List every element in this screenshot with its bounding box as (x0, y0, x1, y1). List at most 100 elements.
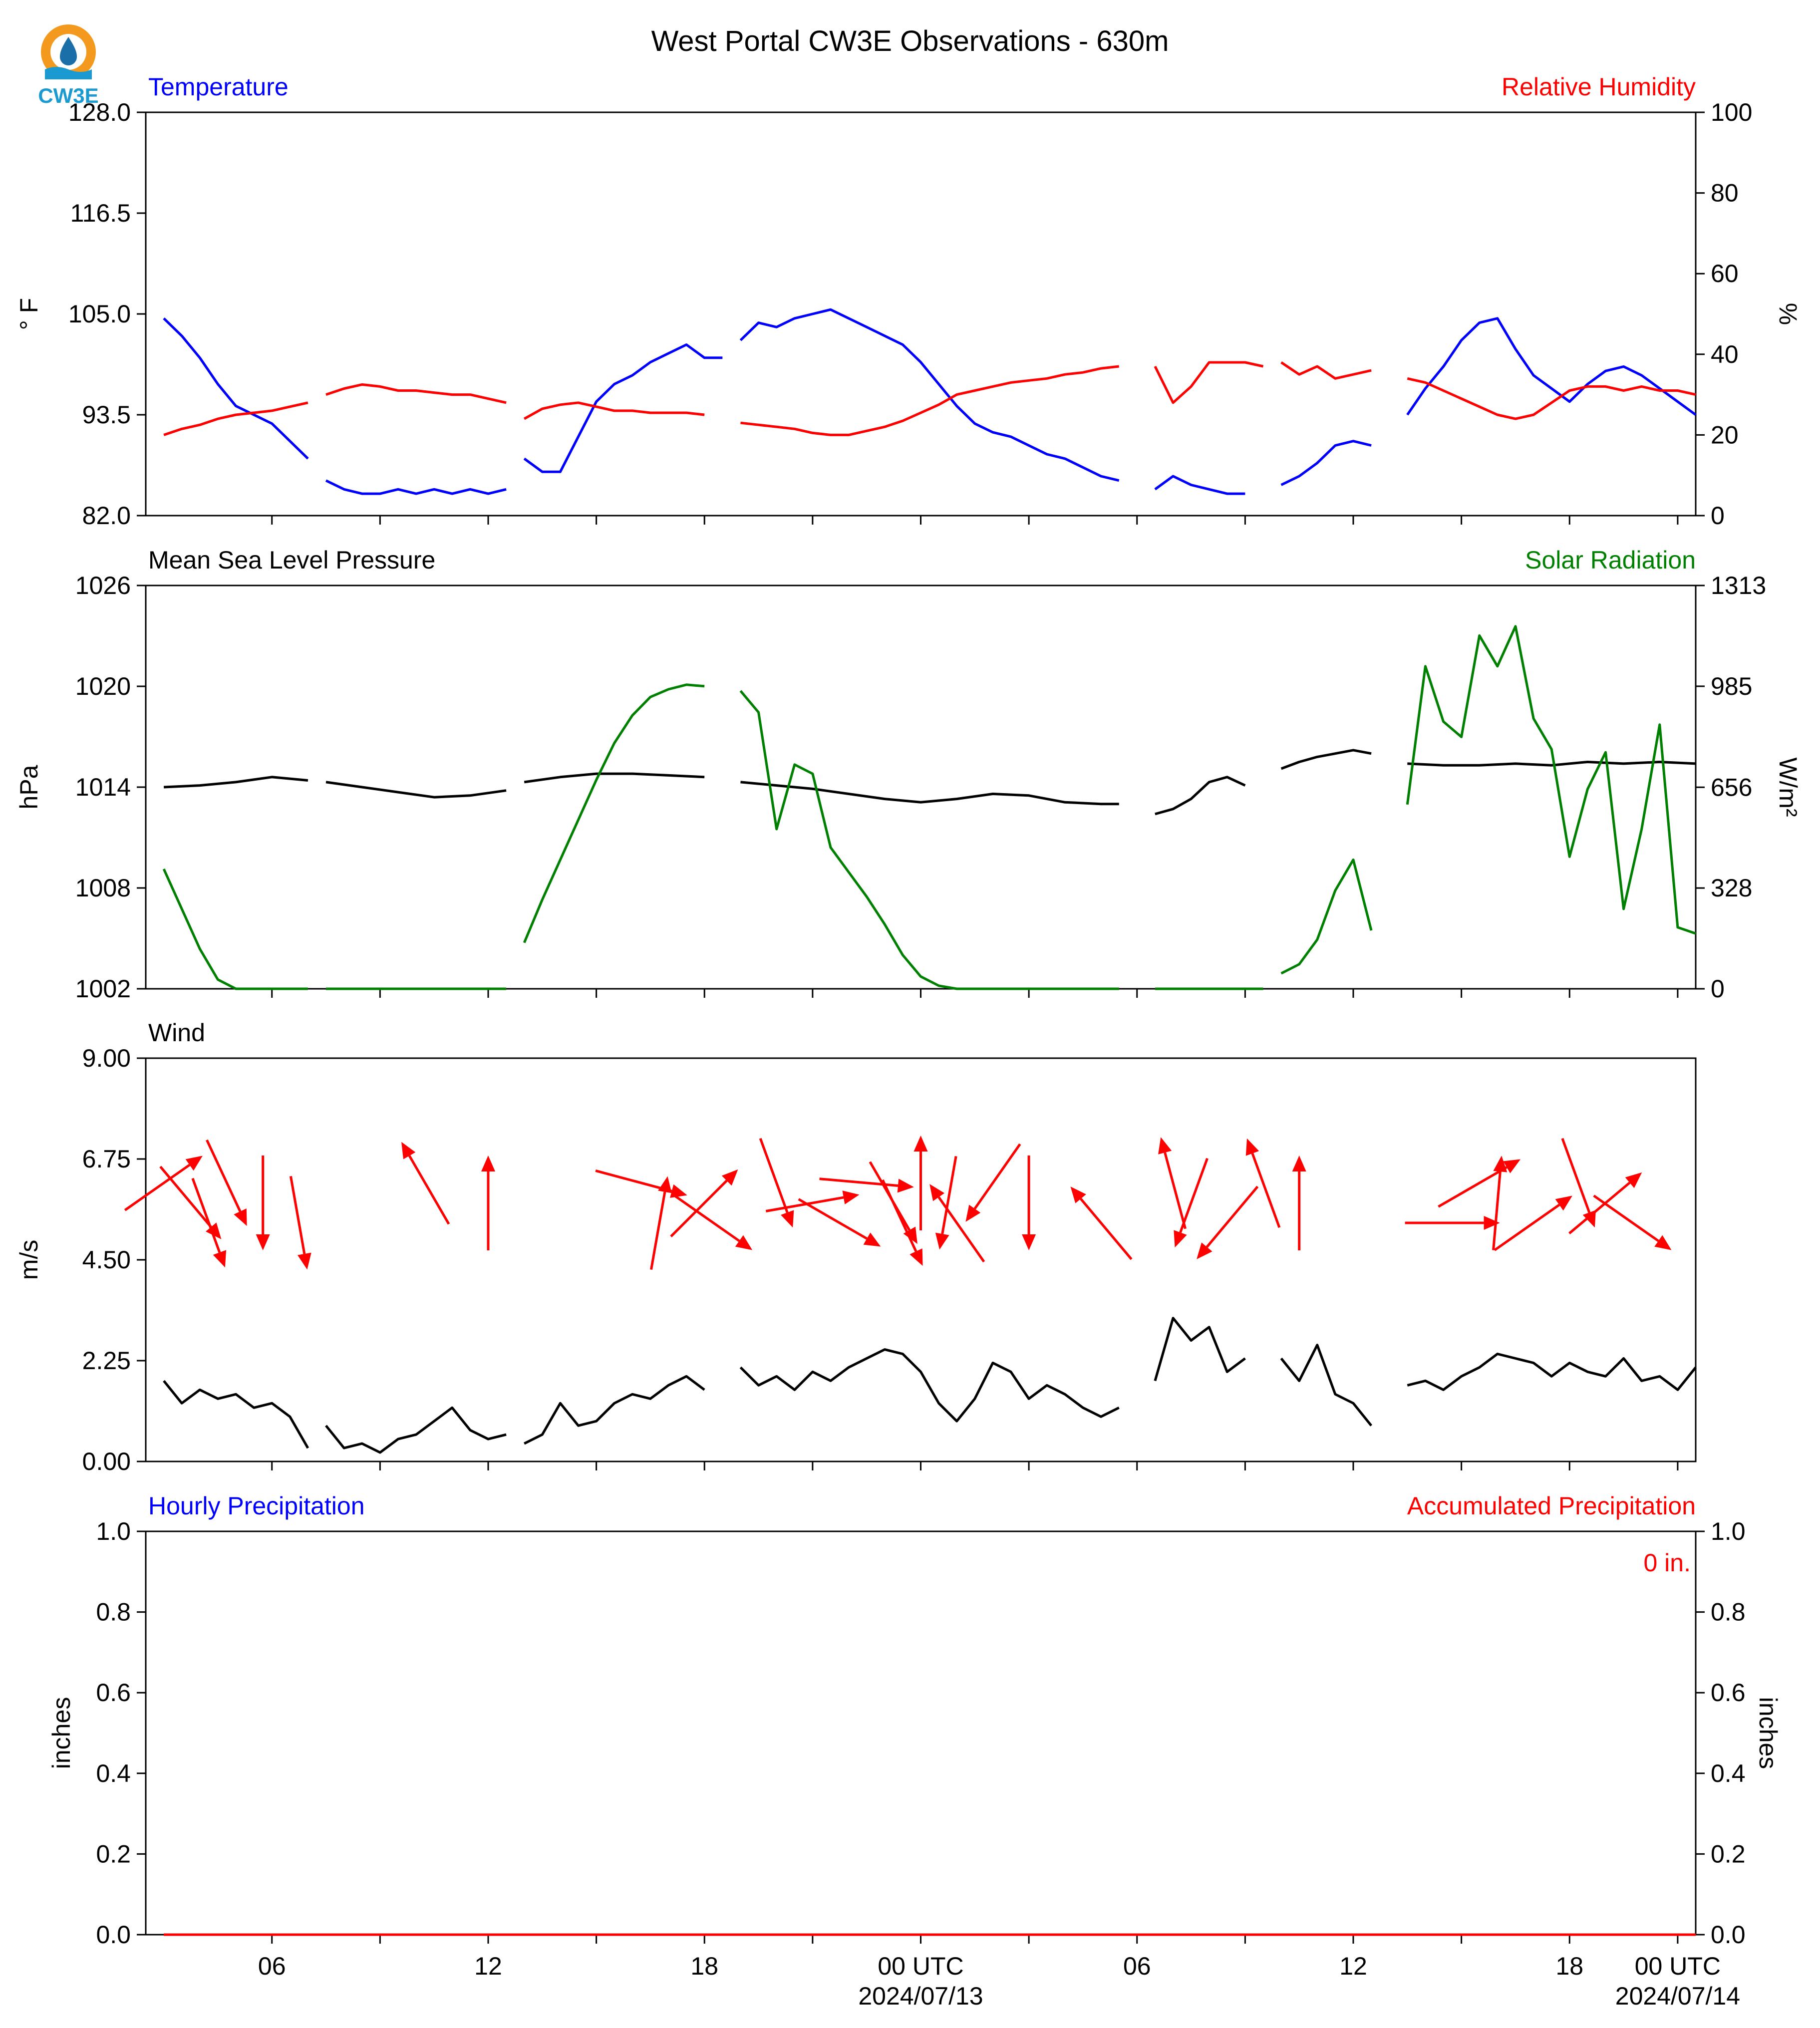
wind-arrow (1405, 1216, 1500, 1230)
y-tick-label: 0.2 (96, 1840, 131, 1868)
y-tick-label-right: 328 (1711, 874, 1752, 902)
series-line-segment (1406, 625, 1696, 935)
x-tick-label: 06 (1123, 1952, 1151, 1980)
left-panel-title: Hourly Precipitation (148, 1492, 365, 1520)
series-line-segment (325, 781, 507, 799)
series-line-segment (1155, 776, 1246, 816)
y-tick-label: 128.0 (68, 98, 131, 126)
y-tick-label: 1.0 (96, 1517, 131, 1545)
left-panel-title: Mean Sea Level Pressure (148, 546, 435, 574)
y-tick-label: 93.5 (82, 401, 131, 429)
series-line-segment (523, 343, 723, 473)
series-line-segment (1154, 361, 1264, 404)
y-tick-label: 0.4 (96, 1759, 131, 1787)
y-tick-label: 1002 (75, 975, 131, 1003)
wind-arrow (1245, 1138, 1281, 1228)
series-line-segment (523, 401, 705, 420)
series-relative-humidity (163, 361, 1696, 436)
series-line-segment (740, 781, 1119, 806)
y-tick-label: 1020 (75, 672, 131, 700)
series-line-segment (523, 683, 705, 943)
accumulated-total-annotation: 0 in. (1643, 1549, 1691, 1577)
wind-arrow (674, 1194, 753, 1250)
y-axis-label: ° F (15, 298, 43, 330)
plot-frame (145, 1530, 1697, 1936)
y-tick-label: 9.00 (82, 1044, 131, 1072)
y-tick-label: 0.00 (82, 1448, 131, 1475)
series-line-segment (1280, 859, 1373, 975)
wind-arrow (401, 1142, 450, 1225)
y-tick-label-right: 80 (1711, 179, 1739, 207)
y-tick-label: 6.75 (82, 1145, 131, 1173)
y-tick-label: 1008 (75, 874, 131, 902)
series-line-segment (739, 308, 1120, 482)
y-tick-label: 0.0 (96, 1921, 131, 1949)
y-tick-label-right: 0.8 (1711, 1598, 1746, 1626)
series-line-segment (1280, 749, 1372, 770)
y-tick-label-right: 656 (1711, 773, 1752, 801)
wind-arrow (913, 1136, 928, 1230)
logo-text: CW3E (38, 84, 98, 107)
series-line-segment (163, 401, 308, 436)
wind-arrow (1174, 1158, 1209, 1248)
wind-arrow (881, 1179, 923, 1266)
series-line-segment (325, 1406, 507, 1454)
series-line-segment (162, 868, 308, 990)
y-tick-label-right: 0.4 (1711, 1759, 1746, 1787)
y-tick-label: 1026 (75, 572, 131, 599)
series-temperature (163, 308, 1697, 495)
figure-title: West Portal CW3E Observations - 630m (651, 25, 1169, 57)
series-line-segment (1280, 440, 1372, 486)
wind-arrow (124, 1156, 203, 1211)
y-tick-label-right: 1313 (1711, 572, 1766, 599)
series-line-segment (1154, 475, 1245, 495)
y-tick-label: 0.6 (96, 1679, 131, 1707)
wind-arrow (159, 1165, 222, 1239)
wind-arrow (1022, 1156, 1036, 1250)
y-tick-label-right: 40 (1711, 340, 1739, 368)
series-line-segment (325, 479, 507, 495)
y-axis-label: m/s (15, 1240, 43, 1280)
left-panel-title: Wind (148, 1019, 205, 1047)
series-line-segment (740, 365, 1119, 436)
series-solar-radiation (162, 625, 1696, 990)
series-line-segment (1280, 361, 1372, 380)
x-tick-label: 18 (690, 1952, 718, 1980)
cw3e-logo: CW3E (38, 24, 99, 107)
y-tick-label-right: 1.0 (1711, 1517, 1746, 1545)
wind-arrow (481, 1156, 495, 1250)
left-panel-title: Temperature (148, 73, 289, 101)
wind-direction-arrows (124, 1136, 1672, 1270)
wind-arrow (256, 1156, 270, 1250)
right-panel-title: Accumulated Precipitation (1407, 1492, 1696, 1520)
wind-arrow (1494, 1195, 1572, 1251)
x-date-label: 2024/07/14 (1615, 1982, 1740, 2010)
x-tick-label: 00 UTC (878, 1952, 963, 1980)
wind-arrow (289, 1176, 311, 1270)
series-line-segment (1280, 1344, 1373, 1427)
y-tick-label: 0.8 (96, 1598, 131, 1626)
x-tick-label: 12 (1339, 1952, 1367, 1980)
wind-arrow (929, 1184, 985, 1263)
panel-wind: Wind 0.00 2.25 4.50 6.75 9.00 m/s (15, 1019, 1697, 1475)
y-tick-label-right: 0.0 (1711, 1921, 1746, 1949)
series-line-segment (163, 1380, 309, 1449)
x-tick-label: 06 (258, 1952, 286, 1980)
x-tick-label: 00 UTC (1635, 1952, 1721, 1980)
panel-pressure_solar: Mean Sea Level Pressure Solar Radiation 10… (15, 546, 1802, 1003)
wind-arrow (1568, 1172, 1642, 1234)
wind-arrow (595, 1169, 687, 1198)
y-axis-label: inches (47, 1697, 75, 1769)
series-wind (163, 1317, 1697, 1454)
y-axis-label-right: inches (1754, 1697, 1782, 1769)
wind-arrow (1197, 1185, 1259, 1259)
wind-arrow (670, 1169, 738, 1237)
series-line-segment (1407, 377, 1696, 420)
x-tick-label: 12 (474, 1952, 502, 1980)
panel-temperature_rh: Temperature Relative Humidity 82.0 93.5 105.… (15, 73, 1802, 530)
panel-precipitation: Hourly Precipitation Accumulated Precipit… (47, 1492, 1782, 1949)
series-line-segment (1407, 761, 1696, 767)
series-line-segment (524, 772, 705, 784)
series-line-segment (1154, 1317, 1246, 1382)
wind-arrow (1438, 1159, 1521, 1208)
